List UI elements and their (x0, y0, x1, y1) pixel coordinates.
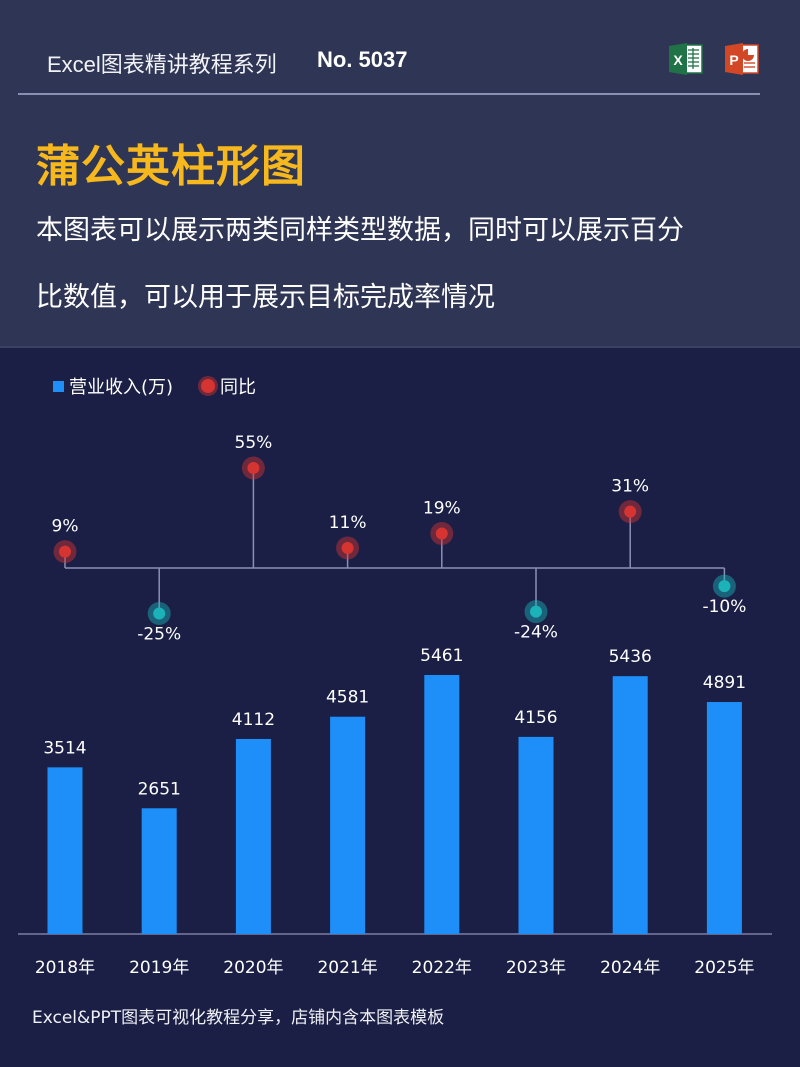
bar-legend-swatch-icon (53, 380, 64, 392)
positive-dot-icon (341, 542, 354, 555)
dandelion-bar-chart: 3514 2018年 9% 2651 2019年 -25% 4112 2020年 55% 4581… (18, 433, 772, 978)
revenue-bar (330, 716, 366, 934)
percent-label: 11% (329, 513, 367, 533)
x-axis-label: 2021年 (317, 958, 377, 978)
series-title: Excel图表精讲教程系列 (47, 52, 277, 77)
negative-dot-icon (530, 605, 542, 618)
x-axis-label: 2023年 (506, 958, 566, 978)
bar-value-label: 4891 (703, 673, 746, 693)
positive-dot-icon (624, 505, 637, 518)
bar-value-label: 4581 (326, 688, 369, 708)
dot-legend-swatch-icon (201, 379, 216, 393)
percent-label: -25% (137, 624, 181, 644)
positive-dot-icon (247, 462, 260, 475)
percent-label: 31% (611, 477, 649, 497)
footer-note: Excel&PPT图表可视化教程分享，店铺内含本图表模板 (32, 1008, 445, 1028)
bar-value-label: 5461 (420, 646, 463, 666)
bar-value-label: 3514 (43, 738, 86, 758)
revenue-bar (235, 738, 271, 934)
percent-label: -10% (702, 597, 746, 617)
excel-icon: X (668, 42, 704, 76)
svg-text:P: P (729, 52, 738, 68)
chart-area: 3514 2018年 9% 2651 2019年 -25% 4112 2020年 55% 4581… (0, 400, 800, 1000)
percent-label: 55% (235, 433, 273, 453)
legend-bar-label: 营业收入(万) (69, 377, 174, 398)
x-axis-label: 2020年 (223, 958, 283, 978)
x-axis-label: 2024年 (600, 958, 660, 978)
x-axis-label: 2022年 (412, 958, 472, 978)
svg-text:X: X (673, 52, 683, 68)
bar-value-label: 2651 (138, 779, 181, 799)
revenue-bar (706, 702, 742, 934)
header-divider (18, 93, 760, 95)
x-axis-label: 2025年 (694, 958, 754, 978)
description-line-1: 本图表可以展示两类同样类型数据，同时可以展示百分 (36, 215, 684, 246)
revenue-bar (141, 808, 177, 934)
revenue-bar (518, 736, 554, 934)
positive-dot-icon (59, 545, 71, 558)
revenue-bar (47, 767, 83, 934)
positive-dot-icon (435, 527, 448, 540)
x-axis-label: 2018年 (35, 958, 95, 978)
header-panel: Excel图表精讲教程系列 No. 5037 X P 蒲公英柱形图 本图表可以展… (0, 0, 800, 348)
percent-label: 19% (423, 498, 461, 518)
description-line-2: 比数值，可以用于展示目标完成率情况 (36, 282, 495, 313)
chart-legend: 营业收入(万) 同比 (53, 373, 256, 399)
revenue-bar (612, 676, 648, 934)
legend-dot-label: 同比 (220, 377, 257, 398)
revenue-bar (424, 675, 460, 934)
page-title: 蒲公英柱形图 (36, 141, 306, 192)
percent-label: 9% (52, 517, 79, 537)
x-axis-label: 2019年 (129, 958, 189, 978)
powerpoint-icon: P (724, 42, 760, 76)
negative-dot-icon (153, 607, 166, 620)
bar-value-label: 4156 (514, 708, 557, 728)
bar-value-label: 5436 (609, 647, 652, 667)
series-number: No. 5037 (317, 47, 408, 72)
percent-label: -24% (514, 623, 558, 643)
bar-value-label: 4112 (232, 710, 275, 730)
negative-dot-icon (718, 580, 731, 593)
